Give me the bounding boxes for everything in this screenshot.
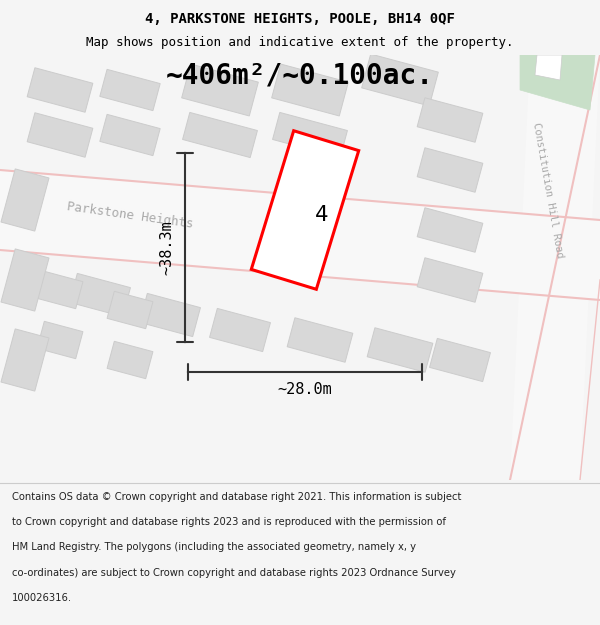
Polygon shape: [140, 293, 200, 337]
Text: ~406m²/~0.100ac.: ~406m²/~0.100ac.: [166, 61, 434, 89]
Polygon shape: [182, 64, 259, 116]
Polygon shape: [100, 69, 160, 111]
Text: Constitution Hill Road: Constitution Hill Road: [531, 121, 565, 259]
Polygon shape: [367, 328, 433, 372]
Text: Parkstone Heights: Parkstone Heights: [66, 200, 194, 230]
Polygon shape: [430, 338, 490, 382]
Polygon shape: [417, 148, 483, 192]
Text: 100026316.: 100026316.: [12, 593, 72, 603]
Polygon shape: [272, 64, 349, 116]
Polygon shape: [209, 308, 271, 352]
Polygon shape: [0, 170, 600, 300]
Text: ~28.0m: ~28.0m: [278, 382, 332, 398]
Polygon shape: [107, 291, 153, 329]
Text: 4: 4: [316, 205, 329, 225]
Polygon shape: [70, 273, 130, 317]
Polygon shape: [417, 208, 483, 252]
Polygon shape: [251, 131, 359, 289]
Polygon shape: [182, 112, 257, 158]
Polygon shape: [417, 258, 483, 302]
Text: 4, PARKSTONE HEIGHTS, POOLE, BH14 0QF: 4, PARKSTONE HEIGHTS, POOLE, BH14 0QF: [145, 12, 455, 26]
Polygon shape: [1, 249, 49, 311]
Polygon shape: [287, 318, 353, 362]
Text: co-ordinates) are subject to Crown copyright and database rights 2023 Ordnance S: co-ordinates) are subject to Crown copyr…: [12, 568, 456, 578]
Polygon shape: [1, 329, 49, 391]
Polygon shape: [510, 55, 600, 480]
Polygon shape: [417, 98, 483, 142]
Polygon shape: [520, 55, 595, 110]
Polygon shape: [362, 54, 439, 106]
Polygon shape: [27, 68, 93, 112]
Text: to Crown copyright and database rights 2023 and is reproduced with the permissio: to Crown copyright and database rights 2…: [12, 517, 446, 527]
Polygon shape: [1, 169, 49, 231]
Polygon shape: [272, 112, 347, 158]
Text: Map shows position and indicative extent of the property.: Map shows position and indicative extent…: [86, 36, 514, 49]
Polygon shape: [100, 114, 160, 156]
Text: Contains OS data © Crown copyright and database right 2021. This information is : Contains OS data © Crown copyright and d…: [12, 492, 461, 502]
Polygon shape: [535, 55, 562, 80]
Text: ~38.3m: ~38.3m: [160, 220, 175, 275]
Polygon shape: [37, 271, 83, 309]
Polygon shape: [107, 341, 153, 379]
Polygon shape: [27, 112, 93, 158]
Text: HM Land Registry. The polygons (including the associated geometry, namely x, y: HM Land Registry. The polygons (includin…: [12, 542, 416, 552]
Polygon shape: [37, 321, 83, 359]
